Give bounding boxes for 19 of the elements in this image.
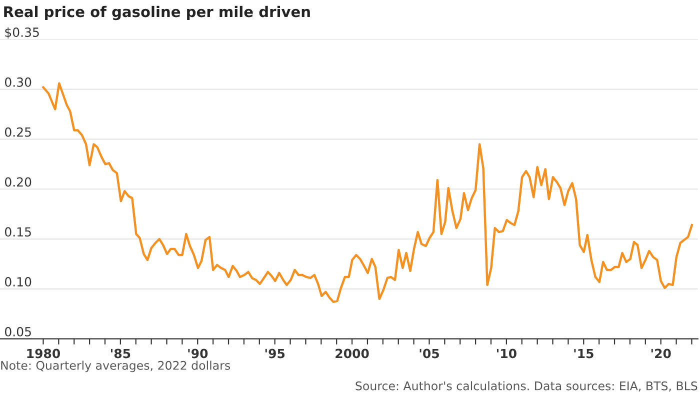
y-tick-label: 0.20 bbox=[4, 177, 32, 187]
y-tick-label: 0.05 bbox=[4, 326, 31, 336]
x-tick-label: '90 bbox=[188, 348, 208, 358]
chart-title: Real price of gasoline per mile driven bbox=[4, 6, 310, 20]
x-tick-label: 2000 bbox=[336, 348, 369, 358]
x-tick-label: 1980 bbox=[27, 348, 60, 358]
y-tick-label: 0.15 bbox=[4, 227, 31, 237]
text: Note: Quarterly averages, 2022 dollars bbox=[1, 360, 230, 372]
x-tick-label: '85 bbox=[111, 348, 130, 358]
y-tick-label: $0.35 bbox=[5, 27, 39, 39]
source-note: Source: Author's calculations. Data sources: EIA, BTS, BLS bbox=[356, 381, 698, 392]
x-tick-label: '05 bbox=[420, 348, 439, 358]
y-tick-label: 0.10 bbox=[4, 277, 32, 287]
x-tick-label: '20 bbox=[651, 348, 671, 358]
x-tick-label: '95 bbox=[265, 348, 285, 358]
x-tick-label: '15 bbox=[574, 348, 594, 358]
y-tick-label: 0.30 bbox=[4, 77, 32, 87]
y-tick-label: 0.25 bbox=[4, 127, 31, 137]
x-tick-label: '10 bbox=[497, 348, 516, 358]
